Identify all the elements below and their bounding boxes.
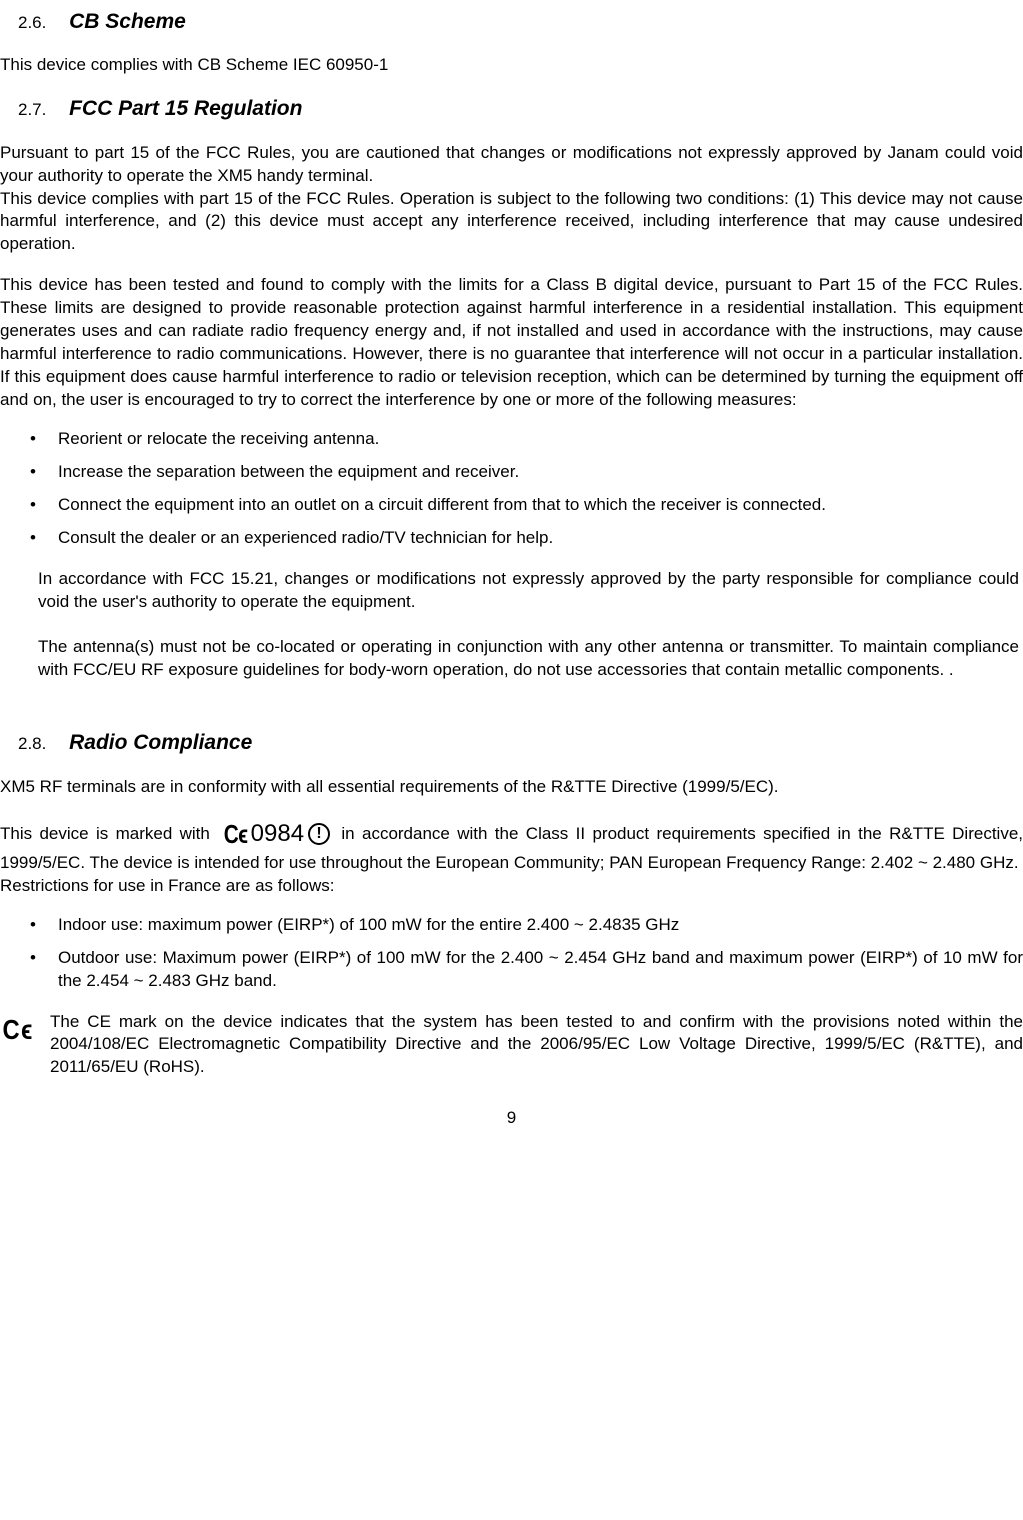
ce-icon: C ϵ: [224, 817, 246, 852]
section-title: Radio Compliance: [69, 731, 252, 754]
list-item: Connect the equipment into an outlet on …: [0, 494, 1023, 517]
page-number: 9: [0, 1107, 1023, 1130]
list-item: Reorient or relocate the receiving anten…: [0, 428, 1023, 451]
paragraph: This device has been tested and found to…: [0, 274, 1023, 412]
paragraph: This device complies with part 15 of the…: [0, 188, 1023, 257]
section-number: 2.6.: [18, 12, 46, 35]
ce-0984-mark-icon: C ϵ 0984 !: [221, 817, 330, 852]
list-item: Increase the separation between the equi…: [0, 461, 1023, 484]
mark-number: 0984: [251, 818, 304, 850]
paragraph: In accordance with FCC 15.21, changes or…: [0, 568, 1023, 614]
section-title: CB Scheme: [69, 10, 186, 33]
list-item: Indoor use: maximum power (EIRP*) of 100…: [0, 914, 1023, 937]
alert-circle-icon: !: [308, 823, 330, 845]
bullet-list: Reorient or relocate the receiving anten…: [0, 428, 1023, 550]
list-item: Outdoor use: Maximum power (EIRP*) of 10…: [0, 947, 1023, 993]
ce-mark-icon: C ϵ: [2, 1011, 30, 1049]
bullet-list: Indoor use: maximum power (EIRP*) of 100…: [0, 914, 1023, 993]
section-title: FCC Part 15 Regulation: [69, 97, 302, 120]
paragraph: The CE mark on the device indicates that…: [50, 1011, 1023, 1080]
heading-2-8: 2.8. Radio Compliance: [0, 729, 1023, 757]
text: This device is marked with: [0, 824, 217, 843]
heading-2-6: 2.6. CB Scheme: [0, 8, 1023, 36]
paragraph: Restrictions for use in France are as fo…: [0, 875, 1023, 898]
ce-statement: C ϵ The CE mark on the device indicates …: [0, 1011, 1023, 1080]
paragraph: The antenna(s) must not be co-located or…: [0, 636, 1023, 682]
paragraph: XM5 RF terminals are in conformity with …: [0, 776, 1023, 799]
heading-2-7: 2.7. FCC Part 15 Regulation: [0, 95, 1023, 123]
paragraph: Pursuant to part 15 of the FCC Rules, yo…: [0, 142, 1023, 188]
section-number: 2.8.: [18, 733, 46, 756]
section-number: 2.7.: [18, 99, 46, 122]
list-item: Consult the dealer or an experienced rad…: [0, 527, 1023, 550]
paragraph-with-mark: This device is marked with C ϵ 0984 ! in…: [0, 817, 1023, 875]
paragraph: This device complies with CB Scheme IEC …: [0, 54, 1023, 77]
